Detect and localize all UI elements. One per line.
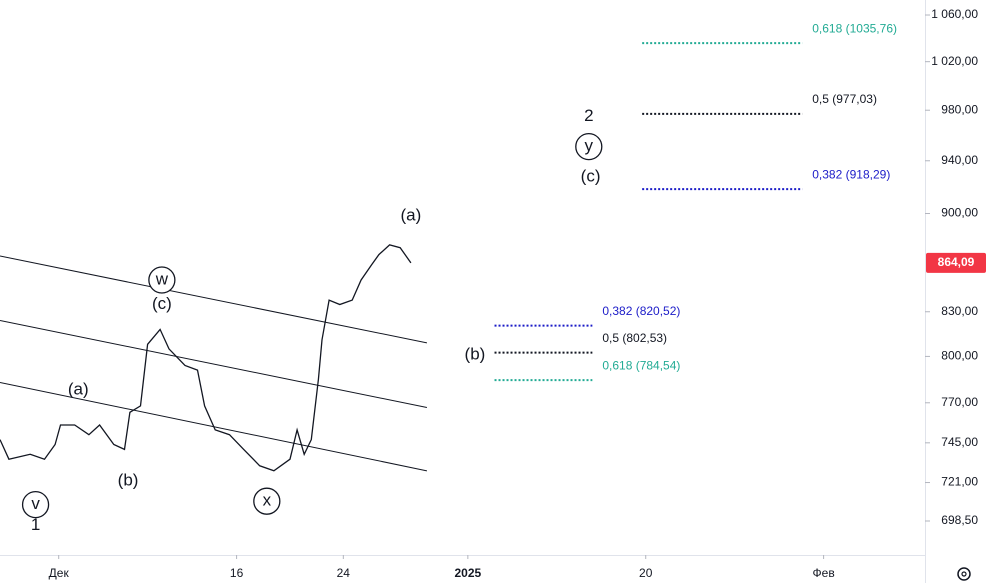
y-tick-label: 900,00: [941, 206, 978, 220]
y-tick-label: 800,00: [941, 349, 978, 363]
y-tick-label: 698,50: [941, 513, 978, 527]
y-tick-label: 770,00: [941, 395, 978, 409]
wave-circle: [148, 266, 176, 294]
fib-label: 0,382 (820,52): [602, 304, 680, 318]
fib-label: 0,618 (784,54): [602, 358, 680, 372]
wave-circle: [575, 133, 603, 161]
y-tick-label: 1 020,00: [931, 54, 978, 68]
wave-label: 1: [31, 515, 40, 534]
wave-label: x: [263, 491, 272, 510]
fib-label: 0,5 (802,53): [602, 331, 667, 345]
wave-label: (b): [465, 344, 486, 363]
wave-circle: [21, 490, 50, 519]
trend-line: [0, 255, 428, 344]
last-price-label: 864,09: [938, 255, 975, 269]
x-tick-label: Дек: [49, 566, 70, 580]
y-tick-label: 1 060,00: [931, 7, 978, 21]
wave-label: 2: [584, 106, 593, 125]
y-tick-label: 721,00: [941, 475, 978, 489]
x-tick-label: 20: [639, 566, 653, 580]
y-tick-label: 980,00: [941, 102, 978, 116]
fib-label: 0,5 (977,03): [812, 92, 877, 106]
wave-circle: [253, 487, 281, 515]
wave-label: (a): [68, 380, 89, 399]
wave-label: y: [585, 136, 594, 155]
trend-line: [0, 320, 428, 409]
y-tick-label: 830,00: [941, 304, 978, 318]
wave-label: v: [31, 494, 40, 513]
x-tick-label: 2025: [454, 566, 481, 580]
fib-label: 0,382 (918,29): [812, 167, 890, 181]
settings-icon[interactable]: [957, 567, 971, 581]
wave-label: (b): [118, 470, 139, 489]
wave-label: w: [155, 269, 169, 288]
x-tick-label: 16: [230, 566, 244, 580]
wave-label: (c): [581, 166, 601, 185]
wave-label: (c): [152, 294, 172, 313]
y-tick-label: 940,00: [941, 153, 978, 167]
price-line: [0, 244, 412, 472]
fib-label: 0,618 (1035,76): [812, 21, 897, 35]
last-price-box: [926, 252, 986, 273]
wave-label: (a): [401, 206, 422, 225]
x-tick-label: 24: [337, 566, 351, 580]
x-tick-label: Фев: [813, 566, 835, 580]
y-tick-label: 745,00: [941, 435, 978, 449]
